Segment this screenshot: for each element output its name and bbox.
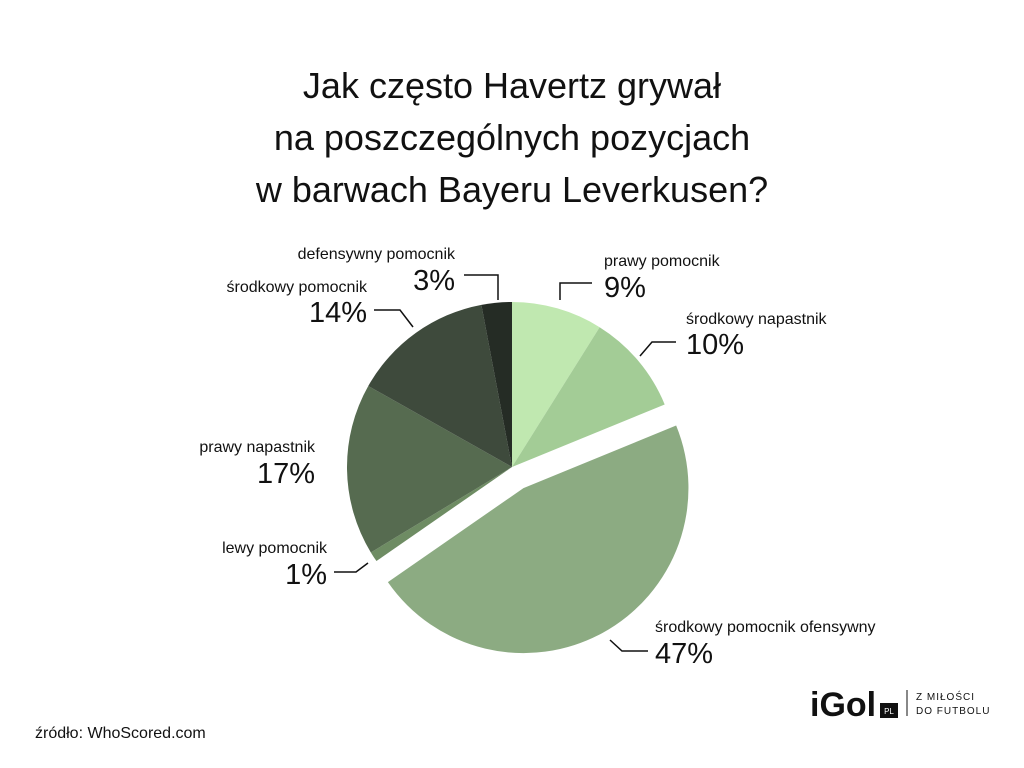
- chart-title: w barwach Bayeru Leverkusen?: [255, 169, 768, 210]
- leader-line: [639, 341, 676, 357]
- value-label: 1%: [285, 559, 327, 591]
- value-label: 3%: [413, 265, 455, 297]
- slice-name: środkowy pomocnik ofensywny: [655, 619, 876, 636]
- value-label: 47%: [655, 638, 713, 670]
- pie-slice: [481, 302, 512, 467]
- leader-line: [374, 309, 414, 328]
- pie-slice: [512, 327, 665, 467]
- slice-name: prawy pomocnik: [604, 253, 721, 270]
- value-label: 10%: [686, 329, 744, 361]
- pie-slice: [512, 302, 600, 467]
- leader-line: [559, 282, 592, 300]
- pie-slice: [387, 425, 689, 654]
- logo-name: iGol: [810, 686, 876, 724]
- value-label: 14%: [309, 297, 367, 329]
- logo-tagline: Z MIŁOŚCI: [916, 690, 975, 703]
- source: źródło: WhoScored.com: [35, 725, 206, 742]
- slice-name: środkowy pomocnik: [227, 279, 369, 296]
- slice-name: środkowy napastnik: [686, 311, 828, 328]
- slice-name: prawy napastnik: [199, 439, 316, 456]
- value-label: 17%: [257, 458, 315, 490]
- logo-tagline: DO FUTBOLU: [916, 706, 990, 717]
- slice-name: defensywny pomocnik: [298, 246, 456, 263]
- value-label: 9%: [604, 272, 646, 304]
- logo-badge-box: [880, 703, 898, 718]
- pie-slice: [368, 304, 512, 467]
- pie-slice: [346, 385, 512, 553]
- leader-line: [609, 639, 648, 652]
- chart-title: na poszczególnych pozycjach: [274, 117, 750, 158]
- leader-line: [334, 562, 369, 573]
- leader-line: [464, 274, 499, 300]
- logo-badge: PL: [884, 707, 894, 716]
- slice-name: lewy pomocnik: [222, 540, 328, 557]
- pie-slice: [370, 467, 512, 562]
- chart-title: Jak często Havertz grywał: [303, 65, 721, 106]
